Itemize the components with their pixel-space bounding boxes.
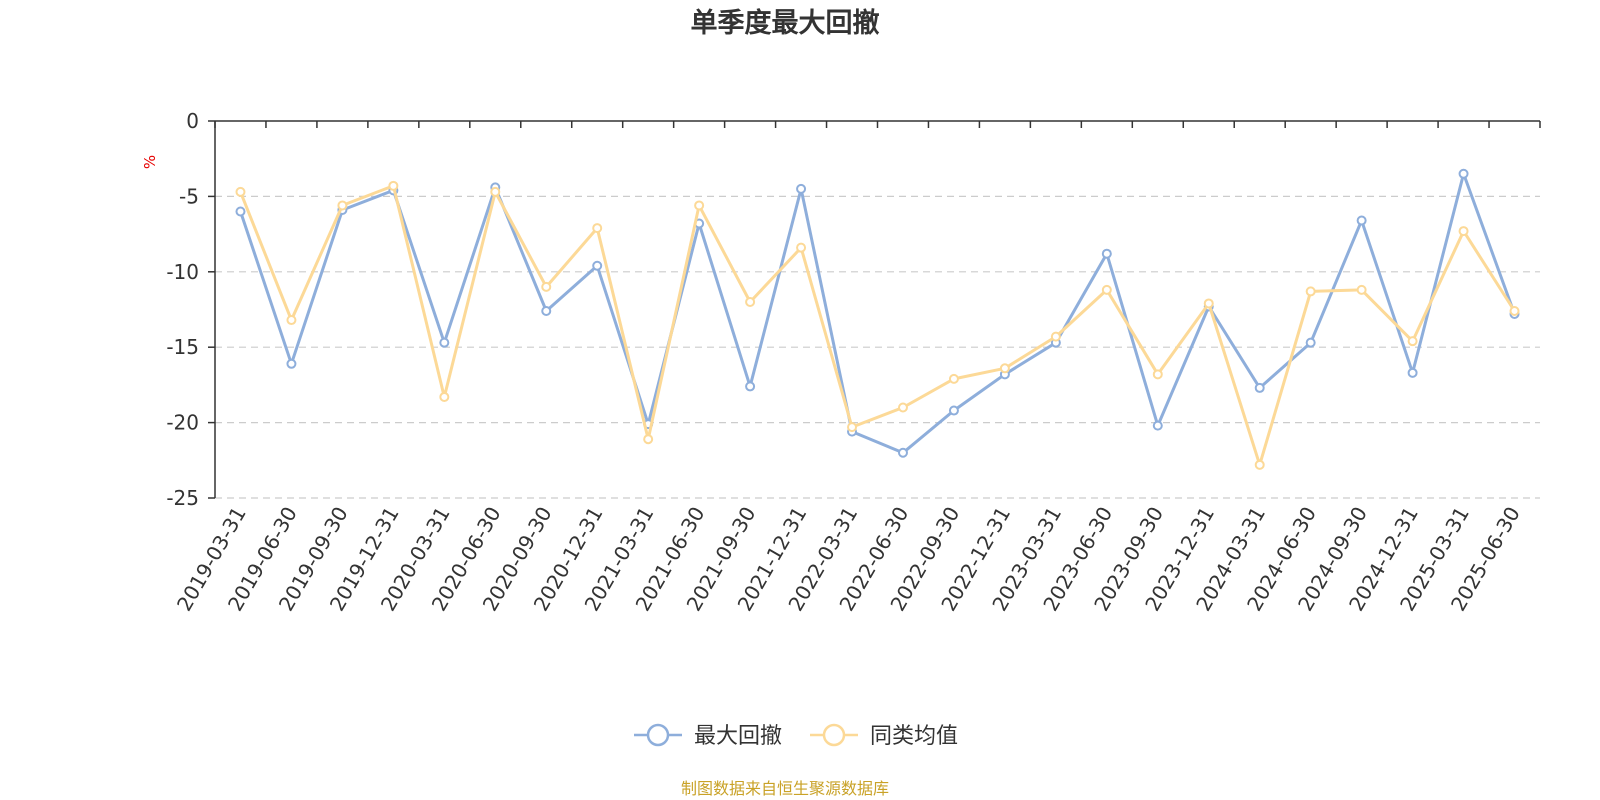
y-axis-unit: % (141, 155, 159, 169)
chart-title: 单季度最大回撤 (691, 7, 880, 39)
data-point (286, 315, 297, 326)
data-point (1254, 382, 1265, 393)
grid-lines (215, 195, 1540, 499)
data-point (745, 381, 756, 392)
data-point (1305, 337, 1316, 348)
data-point (286, 358, 297, 369)
legend-item-1[interactable]: 最大回撤 (634, 723, 782, 749)
data-point (592, 223, 603, 234)
data-point (1407, 367, 1418, 378)
data-point (541, 306, 552, 317)
data-point (745, 296, 756, 307)
data-point (1407, 336, 1418, 347)
series-line (239, 172, 1516, 455)
data-point (1152, 420, 1163, 431)
data-point (948, 405, 959, 416)
data-point (1101, 248, 1112, 259)
data-point (388, 180, 399, 191)
data-point (796, 242, 807, 253)
data-point (948, 373, 959, 384)
data-point (490, 186, 501, 197)
data-point (541, 281, 552, 292)
y-tick-label: -5 (179, 184, 199, 208)
series-lines (235, 168, 1520, 470)
y-tick-label: -10 (166, 260, 199, 284)
data-point (235, 206, 246, 217)
data-point (1203, 298, 1214, 309)
data-point (235, 186, 246, 197)
data-point (897, 447, 908, 458)
y-tick-label: 0 (186, 109, 199, 133)
data-point (1509, 306, 1520, 317)
data-point (1152, 369, 1163, 380)
y-tick-label: -20 (166, 411, 199, 435)
legend-item-2[interactable]: 同类均值 (810, 723, 958, 749)
axes: 0-5-10-15-20-252019-03-312019-06-302019-… (166, 109, 1541, 615)
data-source-note: 制图数据来自恒生聚源数据库 (681, 779, 889, 798)
data-point (1458, 226, 1469, 237)
data-point (694, 200, 705, 211)
data-point (592, 260, 603, 271)
series-1 (235, 168, 1520, 458)
data-point (643, 434, 654, 445)
data-point (1101, 284, 1112, 295)
y-tick-label: -25 (166, 486, 199, 510)
data-point (999, 363, 1010, 374)
series-line (239, 184, 1516, 467)
data-point (897, 402, 908, 413)
data-point (439, 391, 450, 402)
legend-marker (646, 723, 670, 747)
data-point (439, 337, 450, 348)
legend[interactable]: 最大回撤 同类均值 (634, 723, 958, 749)
data-point (1254, 459, 1265, 470)
data-point (1356, 284, 1367, 295)
legend-label: 同类均值 (870, 724, 958, 749)
y-tick-label: -15 (166, 335, 199, 359)
legend-label: 最大回撤 (694, 724, 782, 749)
data-point (1356, 215, 1367, 226)
data-point (1050, 331, 1061, 342)
data-point (847, 422, 858, 433)
series-2 (235, 180, 1520, 470)
legend-marker (822, 723, 846, 747)
data-point (796, 183, 807, 194)
data-point (1458, 168, 1469, 179)
data-point (1305, 286, 1316, 297)
data-point (337, 200, 348, 211)
